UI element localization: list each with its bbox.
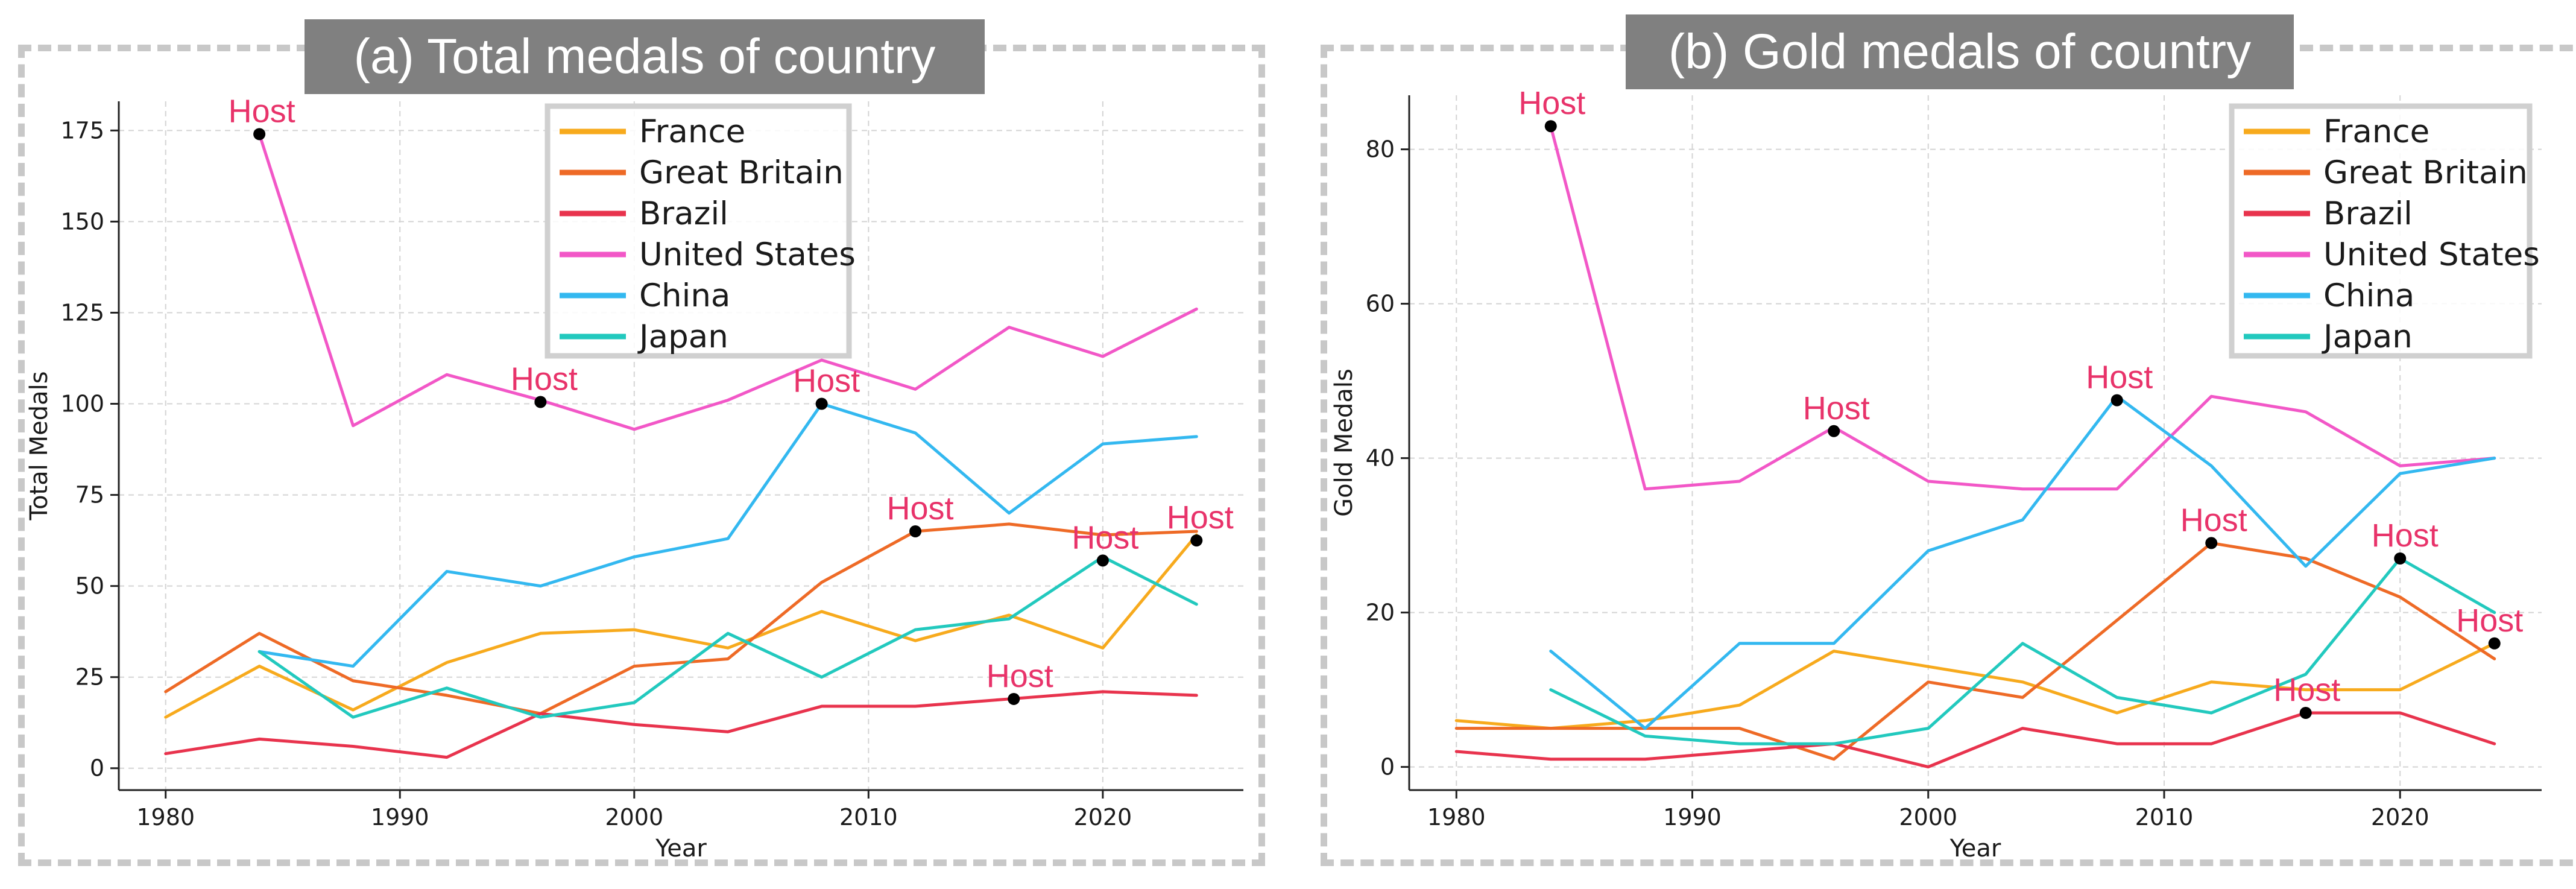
y-axis-label: Total Medals — [25, 371, 53, 520]
host-marker — [1828, 425, 1840, 437]
series-line-china — [257, 402, 1198, 668]
host-marker — [1544, 120, 1557, 133]
x-tick-label: 2000 — [1899, 804, 1957, 830]
series-line-france — [164, 533, 1198, 719]
chart-total-medals: 1980 1990 2000 2010 2020 0 25 50 75 100 125 150 175 Y… — [25, 93, 1243, 862]
host-marker — [2110, 394, 2123, 407]
host-label: Host — [1072, 519, 1138, 555]
legend-box — [545, 103, 852, 359]
series-line-great-britain — [164, 522, 1198, 715]
host-label: Host — [2372, 517, 2439, 554]
legend-label: Brazil — [639, 195, 728, 232]
y-tick-label: 175 — [60, 117, 104, 144]
y-tick-label: 100 — [60, 391, 104, 417]
series-line-china — [1549, 394, 2496, 730]
panel-title: (b) Gold medals of country — [1626, 14, 2294, 89]
host-label: Host — [1518, 85, 1585, 121]
series-line-japan — [257, 555, 1198, 719]
series-line-brazil — [164, 690, 1198, 759]
x-tick-label: 1990 — [371, 804, 429, 830]
host-label: Host — [2086, 359, 2153, 396]
host-marker — [2205, 537, 2218, 549]
x-tick-label: 2000 — [605, 804, 663, 830]
legend-label: Japan — [637, 318, 728, 355]
y-tick-label: 40 — [1366, 445, 1395, 472]
series-line-united-states — [1549, 124, 2496, 491]
y-tick-label: 125 — [60, 299, 104, 326]
host-label: Host — [2273, 672, 2340, 708]
y-tick-label: 80 — [1366, 136, 1395, 163]
y-tick-label: 50 — [75, 573, 104, 600]
legend-label: China — [639, 277, 730, 314]
host-label: Host — [229, 93, 295, 129]
host-marker — [253, 128, 266, 141]
host-marker — [815, 397, 828, 410]
host-marker — [1096, 554, 1109, 567]
legend-label: France — [2323, 113, 2429, 150]
panel-title: (a) Total medals of country — [305, 19, 985, 94]
host-label: Host — [1167, 499, 1234, 536]
series-line-united-states — [257, 132, 1198, 431]
host-marker — [2488, 637, 2501, 650]
legend-label: United States — [2323, 236, 2540, 273]
series-line-brazil — [1454, 711, 2496, 769]
x-tick-label: 2020 — [1074, 804, 1132, 830]
series-line-great-britain — [1454, 541, 2496, 761]
x-tick-label: 1980 — [136, 804, 195, 830]
host-marker — [909, 525, 922, 537]
x-axis-label: Year — [655, 835, 707, 862]
host-marker — [2394, 552, 2407, 565]
x-tick-label: 2010 — [839, 804, 898, 830]
legend-box — [2229, 103, 2533, 359]
legend-label: Great Britain — [2323, 154, 2528, 191]
host-marker — [1008, 692, 1020, 705]
host-label: Host — [2456, 603, 2523, 639]
x-tick-label: 2010 — [2135, 804, 2194, 830]
y-tick-label: 20 — [1366, 600, 1395, 626]
legend-label: China — [2323, 277, 2414, 314]
panel-total-medals: (a) Total medals of country 1980 1990 2000… — [18, 19, 1265, 866]
legend-label: Brazil — [2323, 195, 2413, 232]
host-label: Host — [511, 361, 578, 397]
host-label: Host — [987, 658, 1053, 694]
panel-gold-medals: (b) Gold medals of country 1980 1990 2000 2… — [1288, 0, 2576, 889]
series-line-japan — [1549, 557, 2496, 745]
y-tick-label: 0 — [90, 755, 104, 782]
series-line-france — [1454, 642, 2496, 730]
y-tick-label: 0 — [1380, 754, 1395, 780]
legend-label: United States — [639, 236, 856, 273]
y-tick-label: 150 — [60, 208, 104, 235]
host-label: Host — [1803, 390, 1870, 426]
legend-label: Great Britain — [639, 154, 844, 191]
y-axis-label: Gold Medals — [1330, 369, 1358, 517]
host-marker — [1190, 534, 1203, 547]
x-tick-label: 1990 — [1663, 804, 1722, 830]
y-tick-label: 60 — [1366, 291, 1395, 317]
chart-gold-medals: 1980 1990 2000 2010 2020 0 20 40 60 80 Year Gold Me… — [1330, 85, 2542, 862]
legend-label: France — [639, 113, 745, 150]
host-label: Host — [793, 363, 860, 399]
x-axis-label: Year — [1949, 835, 2001, 862]
host-marker — [2299, 707, 2312, 719]
legend-label: Japan — [2322, 318, 2413, 355]
x-tick-label: 1980 — [1427, 804, 1486, 830]
y-tick-label: 25 — [75, 664, 104, 691]
x-tick-label: 2020 — [2371, 804, 2429, 830]
host-label: Host — [2180, 502, 2247, 538]
y-tick-label: 75 — [75, 482, 104, 508]
host-label: Host — [887, 490, 954, 527]
host-marker — [534, 396, 547, 408]
